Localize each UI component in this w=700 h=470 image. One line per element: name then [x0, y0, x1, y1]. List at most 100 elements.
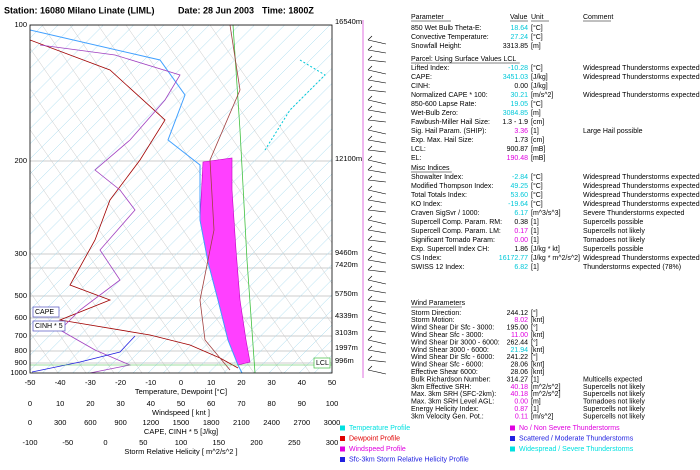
- barb-flag: [367, 145, 373, 151]
- barb-staff: [367, 59, 387, 63]
- barb-staff: [367, 339, 387, 345]
- param-value: 40.18: [510, 384, 528, 391]
- pressure-label: 100: [14, 20, 27, 29]
- param-unit: [1]: [531, 219, 539, 226]
- param-value: 0.00: [514, 237, 528, 244]
- param-comment: Supercells not likely: [583, 384, 645, 391]
- plot-frame: [29, 24, 333, 374]
- isotherm: [163, 203, 332, 373]
- param-unit: [°]: [531, 309, 538, 317]
- isotherm: [30, 25, 180, 175]
- height-label: 1997m: [335, 343, 358, 352]
- legend-label: Widespread / Severe Thunderstorms: [519, 446, 634, 453]
- barb-flag: [367, 135, 373, 141]
- barb-flag: [367, 175, 373, 181]
- param-value: 53.60: [510, 192, 528, 199]
- param-comment: Supercells possible: [583, 246, 643, 253]
- barb-staff: [367, 159, 387, 165]
- axis-tick-label: 50: [177, 399, 185, 408]
- axis-tick-label: 3000: [324, 418, 341, 427]
- axis-tick-label: 10: [207, 378, 215, 387]
- isotherm: [117, 158, 332, 373]
- param-label: Fawbush-Miller Hail Size:: [411, 119, 490, 126]
- axis-tick-label: -30: [85, 378, 96, 387]
- axis-tick-label: 100: [326, 399, 339, 408]
- param-unit: [m/s^2]: [531, 92, 553, 99]
- barb-flag: [367, 255, 373, 261]
- param-unit: [J/kg]: [531, 83, 548, 90]
- param-label: Total Totals Index:: [411, 192, 467, 199]
- legend-label: Sfc-3km Storm Relative Helicity Profile: [349, 456, 469, 463]
- param-comment: Supercells not likely: [583, 413, 645, 420]
- axis-tick-label: 0: [179, 378, 183, 387]
- barb-flag: [367, 55, 373, 61]
- param-label: SWISS 12 Index:: [411, 264, 464, 271]
- legend-label: No / Non Severe Thunderstorms: [519, 425, 620, 432]
- date: Date: 28 Jun 2003: [178, 5, 254, 15]
- param-unit: [knt]: [531, 317, 544, 324]
- height-label: 3103m: [335, 328, 358, 337]
- axis-tick-label: 20: [86, 399, 94, 408]
- section-title: Misc Indices: [411, 165, 450, 172]
- param-value: 314.27: [507, 376, 529, 383]
- axis-tick-label: 200: [250, 438, 263, 447]
- windspeed-profile: [39, 44, 181, 373]
- axis-tick-label: 30: [116, 399, 124, 408]
- param-value: 1.73: [514, 137, 528, 144]
- param-label: Exp. Max. Hail Size:: [411, 137, 474, 144]
- param-unit: [J/kg]: [531, 74, 548, 81]
- param-unit: [1]: [531, 237, 539, 244]
- table-header: Unit: [531, 14, 544, 21]
- param-label: Bulk Richardson Number:: [411, 376, 491, 383]
- barb-staff: [367, 279, 387, 285]
- param-label: Wind Shear 3000 - 6000:: [411, 347, 489, 354]
- param-value: 8.02: [514, 317, 528, 324]
- param-comment: Multicells expected: [583, 376, 642, 383]
- param-unit: [knt]: [531, 332, 544, 339]
- legend-label: Dewpoint Profile: [349, 435, 400, 442]
- barb-flag: [367, 165, 373, 171]
- barb-staff: [367, 189, 387, 195]
- height-label: 9460m: [335, 248, 358, 257]
- barb-flag: [367, 365, 373, 371]
- section-title: Parcel: Using Surface Values LCL: [411, 56, 516, 63]
- pressure-label: 300: [14, 249, 27, 258]
- param-label: CINH:: [411, 83, 430, 90]
- barb-staff: [367, 319, 387, 324]
- barb-flag: [367, 245, 373, 251]
- barb-staff: [367, 49, 387, 54]
- param-unit: [1]: [531, 406, 539, 413]
- axis-tick-label: 900: [114, 418, 127, 427]
- barb-flag: [367, 65, 373, 71]
- legend-swatch: [340, 446, 345, 452]
- param-unit: [°]: [531, 324, 538, 332]
- barb-flag: [367, 285, 373, 291]
- barb-staff: [367, 289, 387, 294]
- pressure-label: 1000: [10, 368, 27, 377]
- param-unit: [1]: [531, 128, 539, 135]
- param-value: 262.44: [507, 339, 529, 346]
- param-unit: [J/kg * kt]: [531, 246, 560, 253]
- isotherm: [253, 294, 332, 373]
- isotherm: [30, 25, 300, 296]
- axis-tick-label: 0: [28, 418, 32, 427]
- barb-flag: [367, 335, 373, 341]
- param-unit: [1]: [531, 376, 539, 383]
- isotherm: [30, 52, 332, 356]
- param-unit: [°C]: [531, 64, 543, 72]
- param-comment: Supercells not likely: [583, 406, 645, 413]
- barb-flag: [367, 95, 373, 101]
- barb-staff: [367, 259, 387, 264]
- barb-flag: [367, 355, 373, 361]
- barb-staff: [367, 89, 387, 93]
- param-comment: Widespread Thunderstorms expected: [583, 255, 700, 262]
- height-label: 996m: [335, 356, 354, 365]
- param-unit: [°C]: [531, 182, 543, 190]
- station: Station: 16080 Milano Linate (LIML): [4, 5, 155, 15]
- isotherm: [102, 143, 332, 373]
- legend-swatch: [510, 446, 515, 452]
- param-unit: [cm]: [531, 119, 544, 126]
- axis-tick-label: -100: [22, 438, 37, 447]
- param-value: 6.82: [514, 264, 528, 271]
